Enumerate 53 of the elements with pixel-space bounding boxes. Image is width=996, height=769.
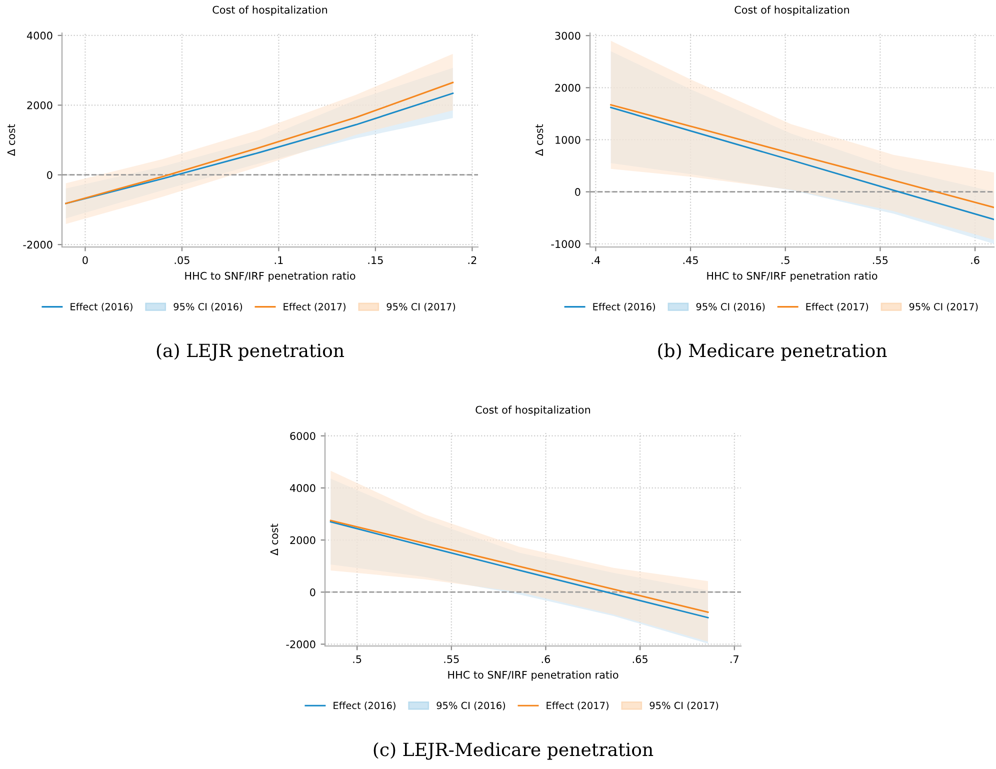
x-tick-label: .5: [353, 655, 362, 664]
y-tick-label: 0: [575, 188, 580, 196]
x-tick-label: .55: [444, 655, 459, 664]
y-tick-label: 2000: [27, 101, 52, 110]
x-tick-label: .6: [971, 256, 980, 264]
text: (b) Medicare penetration: [658, 343, 887, 361]
x-axis-title: HHC to SNF/IRF penetration ratio: [185, 272, 356, 282]
legend-label: Effect (2017): [806, 302, 868, 312]
x-axis-title: HHC to SNF/IRF penetration ratio: [448, 670, 618, 681]
y-tick-label: 2000: [290, 536, 316, 544]
x-tick-label: .15: [368, 256, 383, 264]
text: 95% CI (2016): [696, 302, 765, 312]
y-tick-label: 6000: [290, 432, 316, 440]
text: 95% CI (2016): [174, 302, 242, 312]
y-axis-title: Δ cost: [7, 124, 16, 156]
x-tick-label: .6: [542, 655, 550, 664]
x-tick-label: .2: [468, 256, 476, 264]
x-tick-label: .7: [730, 655, 738, 663]
legend-label: Effect (2017): [284, 302, 346, 312]
text: (c) LEJR-Medicare penetration: [374, 742, 654, 760]
x-tick-label: .1: [274, 256, 283, 264]
y-tick-label: 4000: [26, 32, 52, 40]
text: 95% CI (2017): [650, 702, 718, 710]
text: 95% CI (2017): [909, 302, 978, 312]
y-tick-label: 2000: [555, 84, 580, 92]
x-tick-label: .45: [683, 256, 698, 264]
x-tick-label: .55: [873, 256, 888, 264]
y-tick-label: -1000: [551, 240, 580, 248]
y-tick-label: 3000: [555, 32, 580, 40]
y-tick-label: 4000: [290, 484, 316, 492]
text: 95% CI (2016): [436, 702, 506, 710]
y-tick-label: 1000: [556, 136, 580, 144]
chart-title: Cost of hospitalization: [212, 6, 328, 16]
chart-title: Cost of hospitalization: [476, 406, 590, 416]
y-axis-title: Δ cost: [270, 524, 278, 556]
legend-label: Effect (2017): [546, 702, 608, 710]
x-tick-label: .05: [174, 256, 190, 264]
chart-title: Cost of hospitalization: [734, 6, 850, 16]
x-tick-label: 0: [82, 256, 88, 264]
x-tick-label: .65: [632, 655, 648, 664]
y-tick-label: -2000: [23, 240, 52, 249]
x-tick-label: .4: [592, 256, 600, 264]
text: (a) LEJR penetration: [156, 343, 344, 361]
legend-label: Effect (2016): [334, 702, 396, 710]
y-tick-label: 0: [47, 171, 52, 179]
x-axis-title: HHC to SNF/IRF penetration ratio: [707, 272, 878, 282]
x-tick-label: .5: [782, 256, 790, 264]
text: 95% CI (2017): [386, 302, 456, 312]
legend-label: Effect (2016): [70, 302, 132, 312]
y-tick-label: -2000: [286, 640, 316, 648]
legend-label: Effect (2016): [593, 302, 656, 312]
y-axis-title: Δ cost: [535, 124, 544, 156]
y-tick-label: 0: [310, 588, 316, 596]
